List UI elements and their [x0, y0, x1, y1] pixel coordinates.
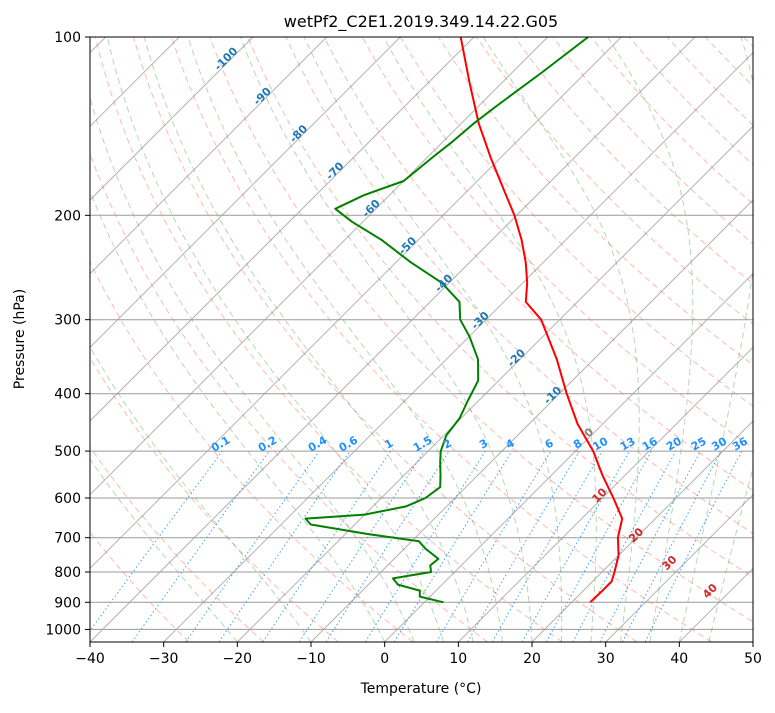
moist-adiabat-label: 40: [700, 581, 720, 601]
moist-adiabat: [0, 37, 311, 642]
y-tick-label: 700: [54, 531, 81, 547]
y-tick-label: 200: [54, 208, 81, 224]
isotherm-line: [753, 37, 775, 642]
y-tick-label: 300: [54, 313, 81, 329]
x-tick-label: 20: [523, 651, 541, 667]
dry-adiabat: [744, 37, 775, 642]
moist-adiabat-label: 20: [626, 525, 646, 545]
dry-adiabat: [705, 37, 775, 642]
moist-adiabat: [0, 37, 237, 642]
mixing-ratio-line: [546, 451, 651, 642]
x-tick-label: −10: [296, 651, 326, 667]
isotherm-label: -20: [505, 346, 528, 369]
y-axis-label: Pressure (hPa): [12, 289, 28, 389]
dry-adiabat: [19, 37, 413, 642]
mixing-ratio-label: 6: [543, 436, 556, 451]
isotherm-line: [311, 37, 775, 642]
x-tick-label: 10: [449, 651, 467, 667]
isotherm-line: [237, 37, 775, 642]
background-lines: [0, 37, 775, 642]
isotherm-label: -100: [212, 44, 241, 73]
x-tick-label: 0: [380, 651, 389, 667]
y-tick-label: 900: [54, 595, 81, 611]
isotherm-label: -30: [469, 309, 492, 332]
x-tick-label: −20: [223, 651, 253, 667]
moist-adiabat: [240, 37, 532, 642]
dry-adiabat: [95, 37, 562, 642]
mixing-ratio-line: [263, 451, 391, 642]
dry-adiabat: [515, 37, 775, 642]
moist-adiabat: [608, 37, 693, 642]
isotherm-label: -70: [323, 159, 346, 182]
plot-frame: [90, 37, 753, 642]
mixing-ratio-line: [365, 451, 485, 642]
isotherm-line: [385, 37, 775, 642]
mixing-ratio-line: [600, 451, 701, 642]
isotherm-line: [458, 37, 775, 642]
isotherm-line: [0, 37, 474, 642]
mixing-ratio-line: [299, 451, 424, 642]
mixing-ratio-label: 2: [441, 437, 454, 452]
x-tick-label: −40: [75, 651, 105, 667]
isotherm-line: [679, 37, 775, 642]
mixing-ratio-line: [522, 451, 629, 642]
x-tick-label: −30: [149, 651, 179, 667]
y-tick-label: 800: [54, 565, 81, 581]
y-tick-label: 100: [54, 30, 81, 46]
moist-adiabat: [709, 37, 775, 642]
y-tick-label: 1000: [45, 622, 81, 638]
chart-title: wetPf2_C2E1.2019.349.14.22.G05: [284, 12, 558, 32]
axis-ticks: −40 −30 −20 −10 0 10 20 30 40 50 100 200 300 400 500 60…: [45, 30, 762, 667]
dry-adiabat: [172, 37, 712, 642]
dry-adiabat: [0, 37, 338, 642]
isotherm-label: -10: [541, 383, 564, 406]
x-axis-label: Temperature (°C): [360, 681, 482, 697]
isotherm-line: [90, 37, 695, 642]
dry-adiabat: [0, 37, 189, 642]
dry-adiabat: [438, 37, 775, 642]
y-tick-label: 500: [54, 444, 81, 460]
x-tick-label: 50: [744, 651, 762, 667]
moist-adiabat: [188, 37, 503, 642]
mixing-ratio-line: [468, 451, 580, 642]
isotherm-line: [16, 37, 621, 642]
mixing-ratio-line: [82, 451, 223, 642]
isotherm-label: -60: [360, 197, 383, 220]
dry-adiabat: [0, 37, 263, 642]
mixing-ratio-line: [326, 451, 449, 642]
isotherm-line: [0, 37, 327, 642]
dry-adiabat: [57, 37, 488, 642]
mixing-ratio-line: [219, 451, 350, 642]
dry-adiabat: [133, 37, 637, 642]
isotherm-label: -40: [432, 271, 455, 294]
y-tick-label: 600: [54, 491, 81, 507]
moist-adiabat: [483, 37, 639, 642]
mixing-ratio-line: [573, 451, 676, 642]
x-tick-label: 30: [597, 651, 615, 667]
moist-adiabat: [144, 37, 473, 642]
moist-adiabat: [304, 37, 561, 642]
isotherm-line: [164, 37, 769, 642]
isotherm-line: [0, 37, 400, 642]
dry-adiabat: [667, 37, 775, 642]
isotherm-label: -80: [287, 122, 310, 145]
x-tick-label: 40: [670, 651, 688, 667]
moist-adiabat-label: 10: [590, 485, 610, 505]
isotherm-line: [0, 37, 253, 642]
mixing-ratio-label: 4: [504, 436, 517, 451]
y-tick-label: 400: [54, 387, 81, 403]
dry-adiabat: [553, 37, 775, 642]
